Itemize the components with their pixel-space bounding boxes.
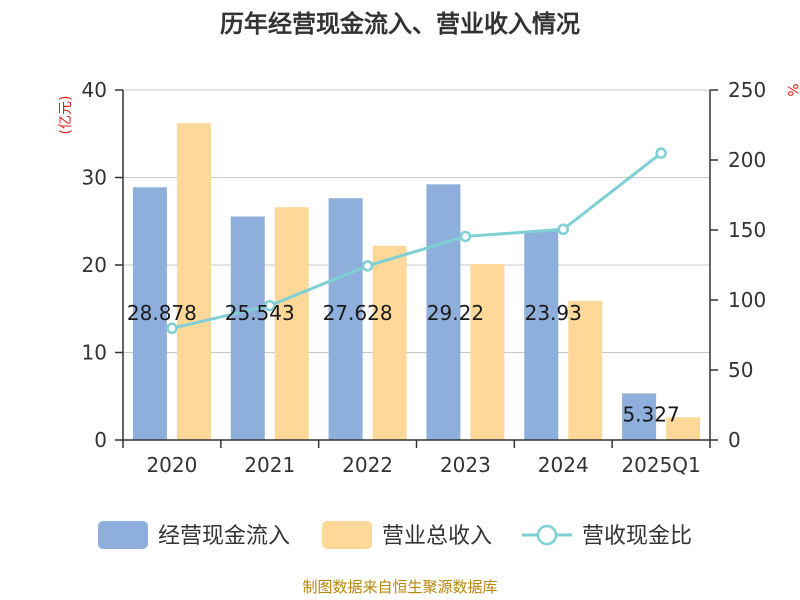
legend-cash-inflow-label: 经营现金流入 — [158, 524, 290, 549]
legend-revenue-label: 营业总收入 — [382, 524, 492, 549]
bar-revenue — [568, 300, 603, 440]
bar-cash-inflow — [622, 393, 657, 440]
x-tick-label: 2023 — [440, 453, 491, 477]
left-axis-unit: (亿元) — [58, 96, 74, 135]
right-tick-label: 50 — [728, 358, 753, 382]
bars — [132, 123, 701, 440]
grid — [123, 89, 710, 353]
bar-revenue — [274, 207, 309, 440]
bar-cash-inflow — [524, 230, 559, 440]
bar-revenue — [666, 417, 701, 440]
ratio-point — [459, 230, 472, 243]
bar-revenue — [176, 123, 211, 440]
bar-cash-inflow — [230, 216, 265, 440]
right-axis-unit: % — [784, 83, 800, 96]
bar-cash-inflow — [426, 184, 461, 440]
right-tick-label: 250 — [728, 78, 766, 102]
source-note: 制图数据来自恒生聚源数据库 — [302, 578, 497, 596]
ratio-point — [655, 147, 667, 159]
data-label: 29.22 — [427, 301, 484, 325]
x-tick-label: 2020 — [146, 453, 197, 477]
data-label: 28.878 — [127, 301, 197, 325]
legend-revenue-swatch — [322, 521, 372, 549]
left-tick-label: 40 — [82, 78, 107, 102]
legend-ratio-label: 营收现金比 — [582, 524, 692, 549]
ratio-point — [264, 299, 276, 312]
chart-title: 历年经营现金流入、营业收入情况 — [220, 10, 580, 38]
ratio-point — [557, 223, 569, 236]
x-tick-label: 2025Q1 — [621, 453, 700, 477]
ratio-point — [361, 260, 374, 272]
bar-revenue — [372, 245, 407, 440]
data-label: 5.327 — [622, 402, 679, 426]
bar-revenue — [470, 264, 505, 440]
data-label: 23.93 — [525, 301, 582, 325]
left-tick-label: 20 — [82, 253, 107, 277]
right-tick-label: 100 — [728, 288, 766, 312]
right-tick-label: 0 — [728, 428, 741, 452]
left-tick-label: 10 — [82, 341, 107, 365]
x-tick-label: 2021 — [244, 453, 295, 477]
bar-cash-inflow — [328, 198, 363, 440]
right-tick-label: 150 — [728, 218, 766, 242]
left-tick-label: 0 — [94, 428, 107, 452]
ratio-line — [166, 147, 667, 335]
left-tick-label: 30 — [82, 166, 107, 190]
bar-cash-inflow — [132, 187, 167, 440]
ratio-line-path — [171, 151, 663, 330]
data-labels: 28.878 25.543 27.628 29.22 23.93 5.327 — [127, 301, 680, 426]
data-label: 27.628 — [323, 301, 393, 325]
axes: 0 10 20 30 40 0 50 100 150 200 250 2020 2021 2022 2023… — [82, 78, 767, 477]
legend: 经营现金流入 营业总收入 营收现金比 — [98, 521, 692, 549]
data-label: 25.543 — [225, 301, 295, 325]
legend-cash-inflow-swatch — [98, 521, 148, 549]
legend-ratio-swatch-dot — [536, 524, 558, 546]
x-tick-label: 2024 — [538, 453, 589, 477]
x-tick-label: 2022 — [342, 453, 393, 477]
right-tick-label: 200 — [728, 148, 766, 172]
ratio-point — [166, 322, 178, 335]
